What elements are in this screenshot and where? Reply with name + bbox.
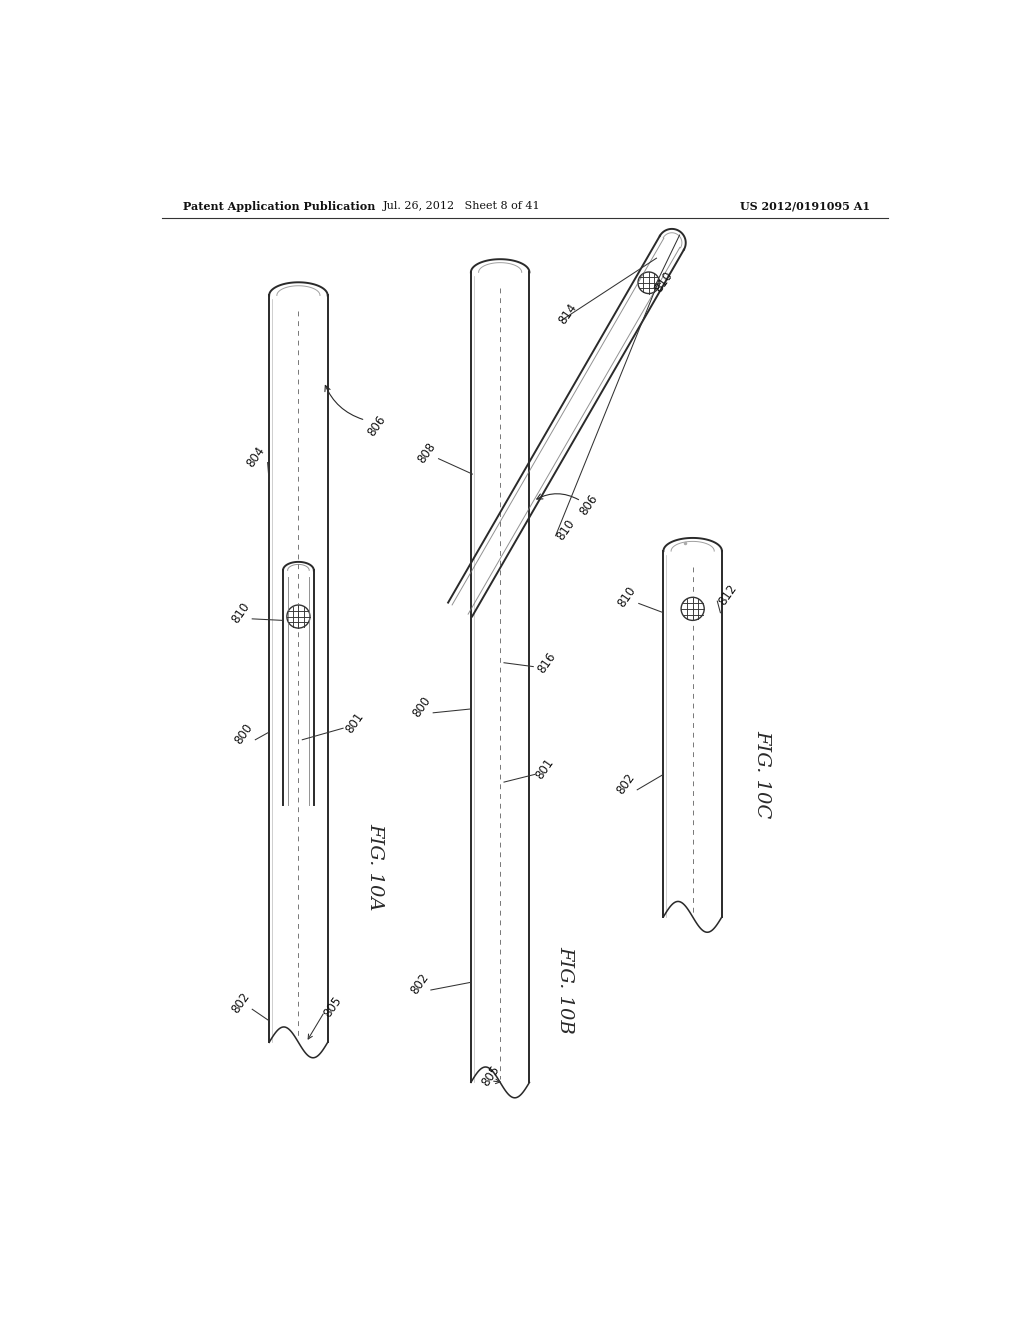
Text: 802: 802 (614, 771, 637, 796)
Text: 805: 805 (479, 1064, 503, 1089)
Text: FIG. 10A: FIG. 10A (367, 824, 384, 911)
Text: FIG. 10C: FIG. 10C (753, 730, 771, 818)
Text: 810: 810 (229, 599, 252, 626)
Text: 806: 806 (577, 492, 600, 517)
Text: 812: 812 (716, 582, 739, 609)
Text: 806: 806 (366, 413, 389, 438)
Text: 802: 802 (229, 990, 252, 1016)
Text: FIG. 10B: FIG. 10B (557, 946, 574, 1034)
Text: 802: 802 (408, 972, 431, 997)
Text: 810: 810 (652, 269, 676, 294)
Text: 810: 810 (615, 585, 639, 610)
Text: 804: 804 (245, 444, 267, 469)
Text: US 2012/0191095 A1: US 2012/0191095 A1 (739, 201, 869, 211)
Text: 801: 801 (534, 756, 556, 781)
Text: Patent Application Publication: Patent Application Publication (183, 201, 375, 211)
Text: 814: 814 (556, 301, 580, 327)
Text: 800: 800 (410, 694, 433, 721)
Text: 801: 801 (343, 710, 367, 735)
Text: 810: 810 (554, 517, 578, 543)
Text: 816: 816 (535, 649, 558, 676)
Text: 808: 808 (416, 440, 438, 466)
Text: 805: 805 (322, 994, 345, 1020)
Text: Jul. 26, 2012   Sheet 8 of 41: Jul. 26, 2012 Sheet 8 of 41 (383, 201, 541, 211)
Text: 800: 800 (232, 722, 255, 747)
